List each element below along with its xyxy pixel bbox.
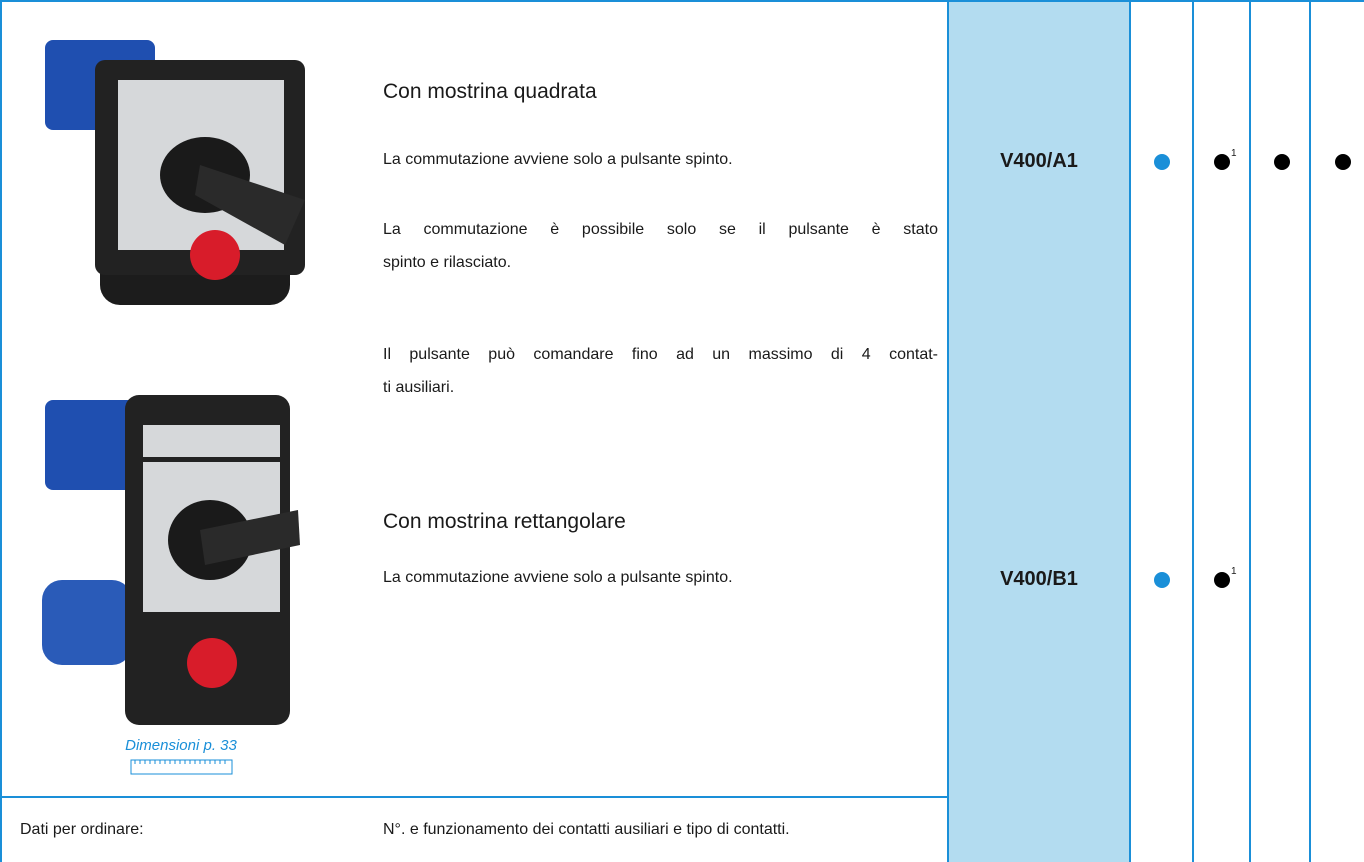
dot	[1335, 154, 1351, 170]
switch-image	[45, 40, 305, 305]
ruler-icon	[130, 759, 233, 775]
section-title: Con mostrina quadrata	[383, 80, 597, 103]
paragraph-line: Il pulsante può comandare fino ad un mas…	[383, 346, 938, 363]
dot	[1154, 572, 1170, 588]
dot	[1154, 154, 1170, 170]
paragraph-line: La commutazione avviene solo a pulsante …	[383, 151, 733, 168]
footnote-mark: 1	[1231, 566, 1237, 577]
paragraph-line: spinto e rilasciato.	[383, 254, 512, 271]
model-code: V400/A1	[1000, 150, 1078, 172]
footer-label: Dati per ordinare:	[20, 821, 144, 838]
model-code: V400/B1	[1000, 568, 1078, 590]
paragraph-line: ti ausiliari.	[383, 379, 455, 396]
footnote-mark: 1	[1231, 148, 1237, 159]
section-title: Con mostrina rettangolare	[383, 510, 626, 533]
switch-image	[42, 395, 300, 725]
paragraph-line: La commutazione avviene solo a pulsante …	[383, 569, 733, 586]
paragraph-line: La commutazione è possibile solo se il p…	[383, 221, 938, 238]
footer-text: N°. e funzionamento dei contatti ausilia…	[383, 821, 790, 838]
model-column	[948, 0, 1130, 862]
dimensions-link[interactable]: Dimensioni p. 33	[125, 737, 237, 754]
dot	[1274, 154, 1290, 170]
dot	[1214, 572, 1230, 588]
dot	[1214, 154, 1230, 170]
